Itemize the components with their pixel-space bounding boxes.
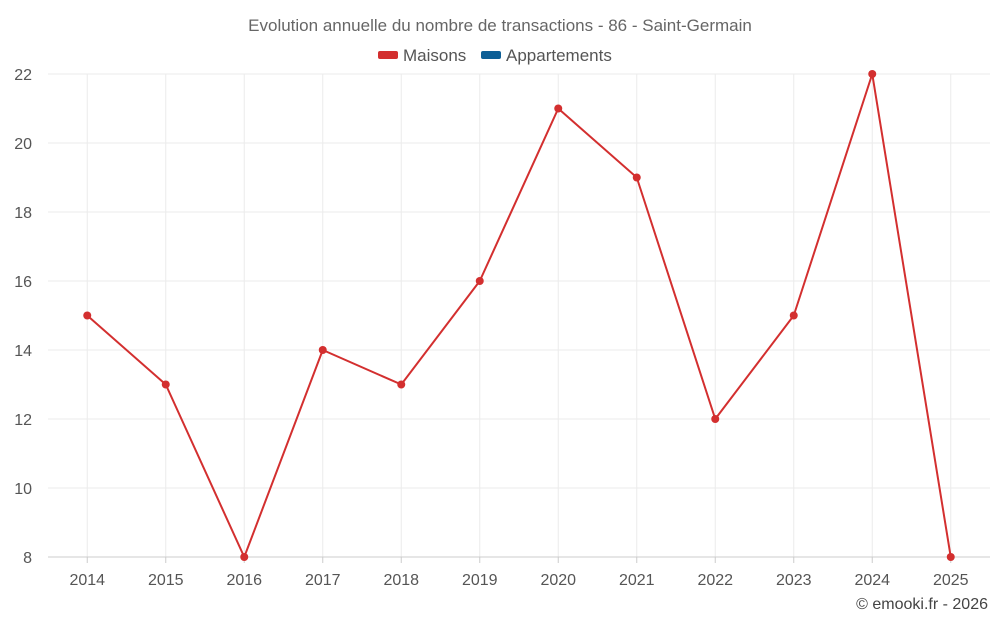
legend: Maisons Appartements: [378, 46, 612, 65]
x-tick-label: 2015: [148, 572, 184, 589]
y-tick-label: 22: [14, 67, 32, 84]
legend-item-maisons[interactable]: Maisons: [378, 46, 466, 65]
y-tick-label: 10: [14, 481, 32, 498]
chart-title: Evolution annuelle du nombre de transact…: [248, 16, 752, 35]
x-tick-label: 2022: [697, 572, 733, 589]
data-point-2021[interactable]: [632, 173, 641, 182]
y-tick-label: 12: [14, 412, 32, 429]
x-tick-label: 2016: [226, 572, 262, 589]
x-tick-label: 2020: [540, 572, 576, 589]
data-point-2017[interactable]: [318, 346, 327, 354]
legend-item-appartements[interactable]: Appartements: [481, 46, 612, 65]
x-tick-label: 2019: [462, 572, 498, 589]
x-tick-label: 2024: [854, 572, 890, 589]
data-point-2023[interactable]: [789, 311, 798, 320]
x-tick-label: 2018: [383, 572, 419, 589]
y-tick-label: 20: [14, 136, 32, 153]
series-maisons: [83, 70, 955, 561]
data-point-2022[interactable]: [711, 415, 720, 423]
x-tick-label: 2023: [776, 572, 812, 589]
data-point-2025[interactable]: [946, 553, 955, 561]
y-tick-label: 8: [23, 550, 32, 567]
credit-text: © emooki.fr - 2026: [856, 596, 988, 613]
legend-swatch-maisons: [378, 51, 398, 59]
legend-swatch-appartements: [481, 51, 501, 59]
y-tick-label: 14: [14, 343, 32, 360]
data-point-2018[interactable]: [397, 380, 406, 389]
data-point-2015[interactable]: [161, 380, 170, 389]
grid: [48, 73, 990, 557]
data-point-2019[interactable]: [475, 277, 484, 285]
legend-label-maisons: Maisons: [403, 46, 466, 65]
x-tick-label: 2021: [619, 572, 655, 589]
x-tick-label: 2025: [933, 572, 969, 589]
x-tick-label: 2017: [305, 572, 341, 589]
x-tick-label: 2014: [69, 572, 105, 589]
y-tick-label: 18: [14, 205, 32, 222]
series-line-maisons: [86, 73, 952, 558]
data-point-2024[interactable]: [868, 70, 877, 78]
data-point-2016[interactable]: [240, 553, 249, 561]
legend-label-appartements: Appartements: [506, 46, 612, 65]
y-tick-label: 16: [14, 274, 32, 291]
data-point-2020[interactable]: [554, 104, 563, 113]
data-point-2014[interactable]: [83, 311, 92, 320]
